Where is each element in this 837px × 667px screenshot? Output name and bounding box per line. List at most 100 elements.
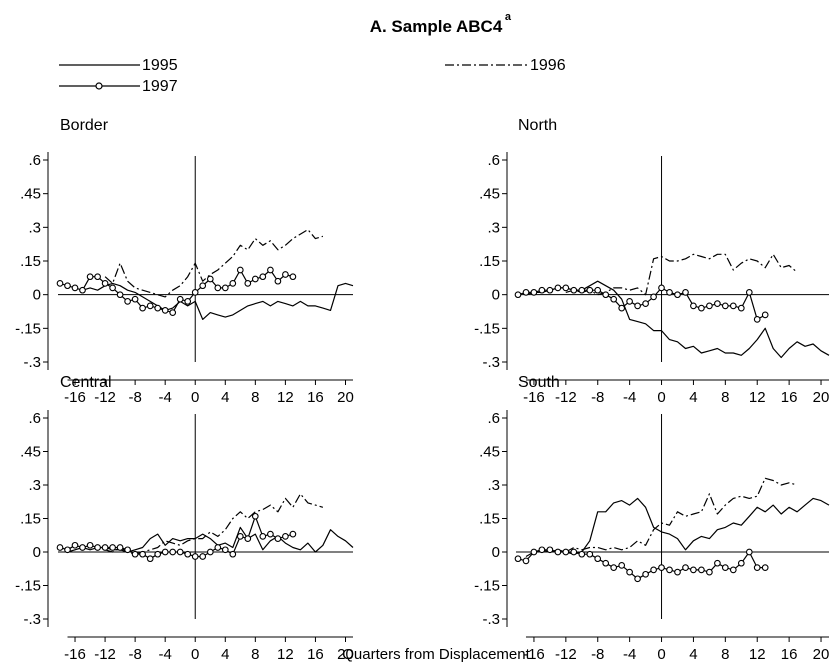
legend: 1995 1996 1997	[59, 57, 566, 95]
data-point-1997-south	[538, 546, 546, 554]
x-tick-label-border: -16	[64, 389, 86, 406]
data-point-1997-south	[626, 568, 633, 576]
data-point-1997-north	[706, 302, 713, 310]
data-point-1997-south	[745, 548, 753, 556]
x-tick-label-north: -4	[623, 389, 636, 406]
y-tick-label-border: .45	[20, 186, 41, 203]
data-point-1997-south	[690, 566, 697, 574]
data-point-1997-border	[274, 277, 282, 285]
data-point-1997-south	[642, 570, 649, 578]
x-tick-label-north: 0	[657, 389, 665, 406]
y-tick-label-north: -.3	[482, 354, 500, 371]
data-point-1997-border	[109, 284, 116, 292]
x-tick-label-border: 16	[307, 389, 324, 406]
x-tick-label-border: 20	[337, 389, 354, 406]
y-tick-label-central: .45	[20, 444, 41, 461]
data-point-1997-south	[674, 568, 681, 576]
data-point-1997-south	[721, 564, 729, 571]
data-point-1997-border	[199, 282, 207, 290]
data-point-1997-south	[698, 566, 705, 574]
x-tick-label-north: 8	[721, 389, 729, 406]
data-point-1997-south	[570, 548, 578, 556]
x-tick-label-south: 12	[749, 646, 766, 663]
y-tick-label-border: 0	[33, 287, 41, 304]
data-point-1997-border	[94, 273, 101, 281]
data-point-1997-central	[214, 544, 222, 551]
data-point-1997-north	[714, 300, 721, 307]
data-point-1997-central	[259, 533, 267, 540]
data-point-1997-south	[761, 564, 769, 571]
data-point-1997-border	[206, 275, 214, 283]
y-tick-label-south: 0	[492, 544, 500, 561]
y-tick-label-south: .6	[487, 410, 500, 427]
data-point-1997-central	[199, 553, 207, 560]
legend-label-1997: 1997	[142, 78, 178, 95]
x-tick-label-border: 0	[191, 389, 199, 406]
data-point-1997-central	[146, 555, 154, 563]
data-point-1997-border	[71, 284, 79, 292]
series-line-1995-border	[82, 282, 354, 320]
data-point-1997-north	[745, 289, 753, 296]
data-point-1997-border	[146, 302, 154, 310]
data-point-1997-central	[124, 546, 131, 554]
data-point-1997-north	[761, 311, 769, 319]
y-tick-label-central: 0	[33, 544, 41, 561]
data-point-1997-central	[169, 548, 177, 556]
data-point-1997-south	[618, 562, 626, 569]
data-point-1997-border	[184, 298, 192, 305]
data-point-1997-central	[289, 530, 297, 538]
data-point-1997-north	[554, 284, 562, 292]
data-point-1997-central	[267, 530, 274, 538]
series-line-1995-south	[525, 497, 830, 558]
data-point-1997-border	[244, 280, 252, 287]
legend-marker-1997	[95, 82, 103, 90]
y-tick-label-south: .3	[487, 477, 500, 494]
data-point-1997-south	[602, 559, 610, 567]
data-point-1997-border	[161, 307, 169, 314]
data-point-1997-border	[236, 266, 244, 274]
data-point-1997-south	[753, 564, 761, 571]
series-line-1996-central	[104, 493, 324, 555]
y-tick-label-north: .6	[487, 152, 500, 169]
data-point-1997-central	[191, 553, 199, 560]
y-tick-label-north: .45	[479, 186, 500, 203]
panel-north: North .6 .45 .3 .15 0 -.15 -.3 -16 -12 -8 -4 0 4 8 12 16…	[474, 117, 829, 406]
data-point-1997-central	[229, 550, 237, 558]
x-tick-label-central: 16	[307, 646, 324, 663]
data-point-1997-north	[698, 304, 705, 312]
data-point-1997-central	[244, 535, 252, 542]
x-tick-label-south: 4	[689, 646, 697, 663]
data-point-1997-central	[139, 550, 146, 558]
data-point-1997-border	[267, 266, 274, 274]
y-tick-label-south: -.3	[482, 611, 500, 628]
data-point-1997-south	[650, 566, 657, 574]
panel-south: South .6 .45 .3 .15 0 -.15 -.3 -16 -12 -8 -4 0 4 8 12 16…	[474, 374, 829, 663]
y-tick-label-central: -.15	[15, 578, 41, 595]
y-tick-label-north: .3	[487, 219, 500, 236]
y-tick-label-north: 0	[492, 287, 500, 304]
data-point-1997-south	[714, 559, 721, 567]
data-point-1997-north	[610, 295, 618, 303]
data-point-1997-north	[578, 286, 586, 294]
x-tick-label-north: -12	[555, 389, 577, 406]
y-tick-label-north: -.15	[474, 320, 500, 337]
data-point-1997-border	[116, 291, 124, 299]
data-point-1997-south	[666, 566, 673, 574]
data-point-1997-south	[514, 555, 522, 563]
data-point-1997-border	[131, 295, 139, 303]
data-point-1997-south	[737, 559, 745, 567]
x-tick-label-south: -16	[523, 646, 545, 663]
x-tick-label-central: -12	[94, 646, 116, 663]
y-tick-label-south: .45	[479, 444, 500, 461]
data-point-1997-border	[139, 304, 146, 312]
panel-title-central: Central	[60, 374, 112, 391]
data-point-1997-central	[71, 541, 79, 549]
data-point-1997-north	[634, 302, 641, 310]
data-point-1997-border	[176, 295, 184, 303]
data-point-1997-north	[514, 291, 522, 299]
data-point-1997-south	[682, 564, 689, 571]
data-point-1997-central	[282, 533, 289, 540]
data-point-1997-central	[56, 544, 64, 551]
x-tick-label-central: 0	[191, 646, 199, 663]
x-tick-label-border: -4	[159, 389, 172, 406]
